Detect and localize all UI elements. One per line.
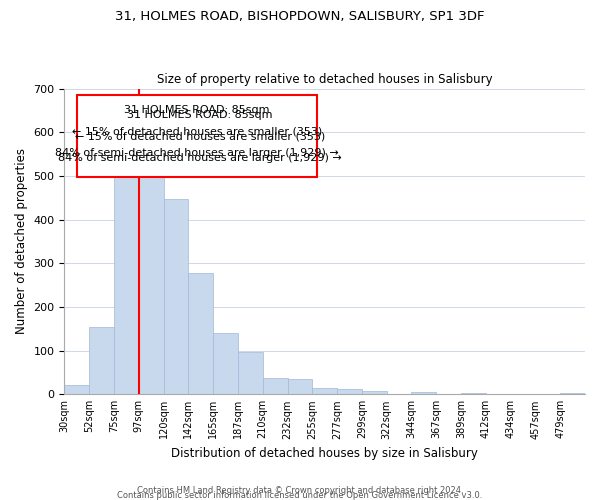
Bar [238,352,263,395]
Text: 84% of semi-detached houses are larger (1,929) →: 84% of semi-detached houses are larger (… [58,153,341,163]
Bar [64,384,89,394]
Bar [461,392,486,394]
Title: Size of property relative to detached houses in Salisbury: Size of property relative to detached ho… [157,73,493,86]
Bar [263,378,287,394]
Text: ← 15% of detached houses are smaller (353): ← 15% of detached houses are smaller (35… [72,127,322,137]
Bar [213,333,238,394]
Bar [89,328,114,394]
Text: 31 HOLMES ROAD: 85sqm: 31 HOLMES ROAD: 85sqm [124,106,270,116]
Bar [337,389,362,394]
Text: Contains HM Land Registry data © Crown copyright and database right 2024.: Contains HM Land Registry data © Crown c… [137,486,463,495]
Text: Contains public sector information licensed under the Open Government Licence v3: Contains public sector information licen… [118,491,482,500]
Text: 84% of semi-detached houses are larger (1,929) →: 84% of semi-detached houses are larger (… [55,148,339,158]
Bar [287,379,313,394]
Bar [114,177,139,394]
Bar [560,392,585,394]
Text: 31, HOLMES ROAD, BISHOPDOWN, SALISBURY, SP1 3DF: 31, HOLMES ROAD, BISHOPDOWN, SALISBURY, … [115,10,485,23]
Bar [362,391,386,394]
Text: ← 15% of detached houses are smaller (353): ← 15% of detached houses are smaller (35… [74,132,325,141]
FancyBboxPatch shape [77,94,317,177]
Bar [164,199,188,394]
Text: 31 HOLMES ROAD: 85sqm: 31 HOLMES ROAD: 85sqm [127,110,272,120]
X-axis label: Distribution of detached houses by size in Salisbury: Distribution of detached houses by size … [171,447,478,460]
Bar [412,392,436,394]
Bar [139,146,164,394]
Bar [188,274,213,394]
Bar [313,388,337,394]
Y-axis label: Number of detached properties: Number of detached properties [15,148,28,334]
